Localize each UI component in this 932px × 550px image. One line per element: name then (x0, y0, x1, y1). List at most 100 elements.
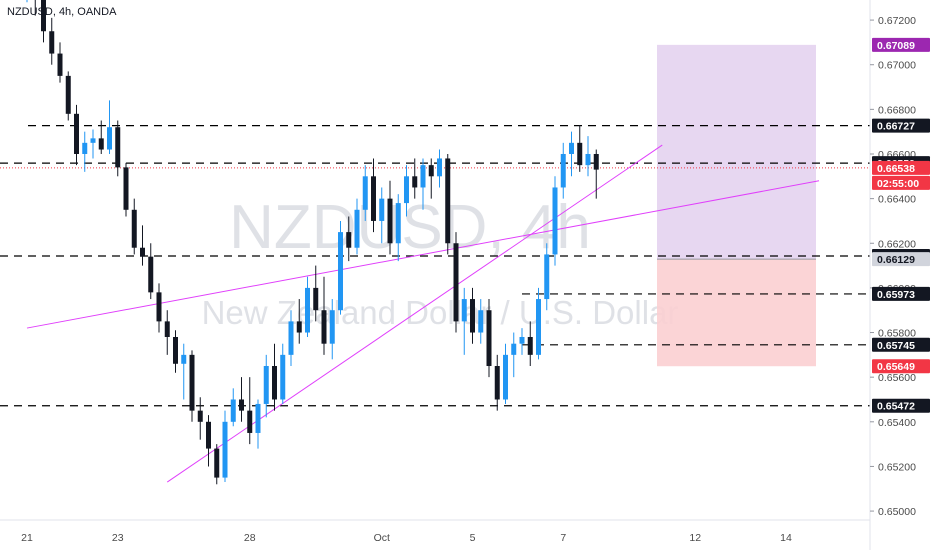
candle-body (387, 198, 393, 244)
candle-body (263, 366, 269, 404)
candle (536, 287, 541, 360)
candle (57, 42, 63, 83)
candle-body (65, 75, 71, 114)
candle (527, 321, 533, 367)
candle (338, 220, 343, 315)
countdown-tag (872, 175, 930, 190)
candle (552, 176, 558, 266)
candle-body (453, 243, 459, 322)
candle-body (470, 299, 475, 333)
candle (470, 287, 475, 344)
candle-body (305, 287, 310, 333)
candle (585, 136, 591, 177)
price-tag-label: 0.66538 (877, 163, 915, 175)
candle (379, 187, 385, 244)
price-tick-label: 0.67000 (878, 60, 916, 72)
price-tick-label: 0.66800 (878, 104, 916, 116)
candle-body (486, 310, 492, 367)
candle (329, 299, 335, 360)
candle (173, 330, 178, 373)
candle (486, 299, 492, 378)
candle-body (140, 247, 145, 257)
price-tag-label: 0.65649 (877, 361, 915, 373)
candle-body (230, 399, 236, 422)
candle (26, 0, 28, 3)
time-tick-label: 21 (21, 532, 33, 544)
candle-body (41, 0, 46, 32)
candle-body (593, 153, 599, 170)
candle-body (552, 187, 558, 255)
candle (41, 0, 46, 43)
candle (115, 120, 121, 177)
time-tick-label: 5 (470, 532, 476, 544)
candle-body (503, 354, 508, 400)
candle-body (445, 158, 451, 244)
candle-body (536, 299, 541, 355)
candle-body (74, 113, 79, 154)
price-tag-label: 0.66129 (877, 254, 915, 266)
candle-body (239, 399, 244, 411)
candle-body (296, 321, 302, 333)
candle-body (511, 343, 517, 355)
price-tag (872, 37, 930, 52)
candle (288, 310, 294, 367)
candle-body (478, 310, 484, 333)
candle-body (98, 138, 104, 150)
candle-body (288, 321, 294, 355)
candle-body (395, 203, 401, 244)
candle (206, 415, 211, 467)
candle (131, 198, 137, 255)
candle-body (280, 354, 286, 400)
candle-body (156, 292, 162, 322)
candle (511, 332, 517, 378)
price-tick-label: 0.65800 (878, 328, 916, 340)
candle-body (569, 142, 574, 154)
price-tick-label: 0.65200 (878, 461, 916, 473)
candle (346, 216, 352, 262)
candle-body (247, 410, 253, 433)
candle (453, 232, 459, 333)
candle (519, 328, 525, 355)
price-tag (872, 160, 930, 175)
candle (156, 283, 162, 333)
candle-body (519, 336, 525, 344)
candle-body (379, 198, 385, 221)
candle (569, 131, 574, 177)
level-price-tag (872, 398, 930, 413)
price-tick-label: 0.65000 (878, 506, 916, 518)
candle-body (404, 176, 409, 204)
candle-body (544, 254, 550, 300)
candle (296, 299, 302, 344)
candle-body (90, 138, 96, 143)
candle-body (437, 158, 442, 177)
candle (263, 354, 269, 418)
candle (412, 158, 418, 199)
level-price-tag-label: 0.65472 (877, 401, 915, 413)
position-profit-zone (657, 44, 816, 260)
candle (189, 350, 195, 422)
candle (445, 153, 451, 255)
price-tick-label: 0.65400 (878, 417, 916, 429)
candle (98, 120, 104, 154)
candle (272, 343, 277, 411)
candle (313, 265, 319, 322)
watermark-ticker: NZDUSD, 4h (229, 193, 591, 262)
candle-body (577, 142, 583, 166)
candle-body (197, 410, 203, 422)
candle (404, 165, 409, 217)
candle-body (461, 299, 467, 322)
candle (222, 410, 228, 483)
candle-body (371, 176, 376, 221)
candle (82, 131, 88, 172)
time-tick-label: 12 (689, 532, 701, 544)
candle (49, 17, 55, 65)
candle-body (206, 421, 211, 449)
candle (503, 343, 508, 404)
candle (123, 162, 129, 217)
candle-body (189, 354, 195, 411)
candle (593, 149, 599, 199)
candle-body (123, 167, 129, 210)
candle (239, 377, 244, 422)
